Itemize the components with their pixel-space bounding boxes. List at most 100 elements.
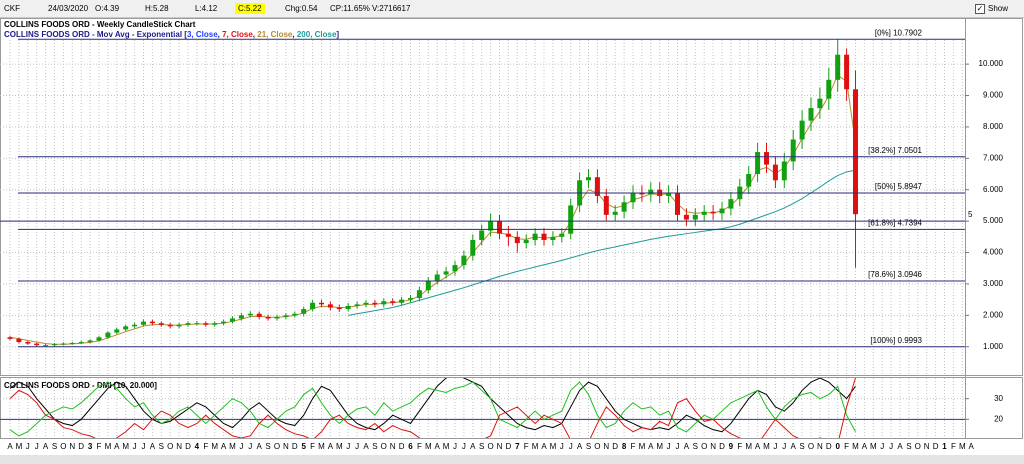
x-tick-label: A <box>43 442 49 451</box>
candle-body <box>238 315 244 319</box>
scrollbar[interactable] <box>0 455 1024 464</box>
x-tick-label: M <box>16 442 23 451</box>
x-tick-label: J <box>355 442 359 451</box>
x-tick-label: S <box>906 442 911 451</box>
candle-body <box>701 211 707 215</box>
x-tick-label: M <box>122 442 129 451</box>
candle-body <box>408 298 413 300</box>
x-tick-label: J <box>26 442 30 451</box>
x-tick-label: J <box>142 442 146 451</box>
x-tick-label: S <box>693 442 698 451</box>
y-tick-label: 9.000 <box>983 91 1004 100</box>
candle-body <box>78 342 84 344</box>
x-tick-label: O <box>167 442 173 451</box>
x-tick-label: F <box>97 442 102 451</box>
candle-body <box>256 313 262 317</box>
x-tick-label: O <box>701 442 707 451</box>
x-tick-label: M <box>656 442 663 451</box>
x-tick-label: D <box>185 442 191 451</box>
x-tick-label: 5 <box>301 442 306 451</box>
x-tick-label: D <box>399 442 405 451</box>
x-tick-label: J <box>773 442 777 451</box>
x-tick-label: N <box>924 442 930 451</box>
x-tick-label: D <box>933 442 939 451</box>
x-tick-label: N <box>710 442 716 451</box>
x-tick-label: D <box>506 442 512 451</box>
x-tick-label: M <box>852 442 859 451</box>
candle-body <box>123 326 129 330</box>
candle-body <box>105 332 111 338</box>
candle-body <box>559 233 565 237</box>
candle-body <box>7 337 13 339</box>
candle-body <box>461 255 467 266</box>
x-tick-label: A <box>684 442 690 451</box>
candle-body <box>399 299 405 303</box>
candle-body <box>710 211 716 214</box>
y-tick-label: 7.000 <box>983 153 1004 162</box>
candle-body <box>149 321 155 324</box>
candle-body <box>755 152 761 175</box>
main-plot <box>0 39 965 375</box>
x-tick-label: S <box>52 442 57 451</box>
candle-body <box>817 98 823 109</box>
x-tick-label: O <box>274 442 280 451</box>
candle-body <box>354 304 360 306</box>
candle-body <box>434 274 440 281</box>
change-pct: CP:11.65% <box>330 4 370 13</box>
series-line <box>348 169 856 316</box>
candle-body <box>194 323 200 325</box>
candle-body <box>452 265 458 272</box>
x-tick-label: M <box>318 442 325 451</box>
candle-body <box>114 329 120 333</box>
symbol: CKF <box>4 4 20 13</box>
candle-body <box>621 202 627 212</box>
fib-label: [61.8%] 4.7394 <box>868 218 922 227</box>
x-tick-label: 6 <box>408 442 413 451</box>
legend-part: , <box>292 30 296 39</box>
candle-body <box>683 214 689 220</box>
legend-part: 3, Close <box>187 30 218 39</box>
chart: COLLINS FOODS ORD - Weekly CandleStick C… <box>0 18 1024 464</box>
x-tick-label: A <box>969 442 975 451</box>
x-tick-label: 9 <box>729 442 734 451</box>
x-tick-label: M <box>229 442 236 451</box>
x-tick-label: S <box>479 442 484 451</box>
main-panel <box>0 18 1023 376</box>
candle-body <box>853 89 858 215</box>
candle-body <box>87 340 93 343</box>
x-tick-label: F <box>631 442 636 451</box>
x-tick-label: A <box>150 442 156 451</box>
high: H:5.28 <box>145 4 169 13</box>
candle-body <box>675 192 680 215</box>
x-tick-label: O <box>915 442 921 451</box>
candle-body <box>514 236 520 244</box>
candle-body <box>96 337 102 341</box>
candle-body <box>372 302 378 305</box>
candle-body <box>746 174 752 187</box>
x-tick-label: A <box>897 442 903 451</box>
legend-part: , <box>253 30 257 39</box>
x-tick-label: A <box>541 442 547 451</box>
x-tick-label: M <box>211 442 218 451</box>
x-tick-label: J <box>560 442 564 451</box>
x-tick-label: M <box>105 442 112 451</box>
x-tick-label: D <box>719 442 725 451</box>
x-tick-label: M <box>443 442 450 451</box>
y-tick-label: 6.000 <box>983 185 1004 194</box>
close: C:5.22 <box>235 3 265 14</box>
show-last-checkbox[interactable]: ✓ <box>975 4 985 14</box>
x-tick-label: 0 <box>835 442 840 451</box>
candle-body <box>497 221 502 234</box>
candle-body <box>835 54 841 80</box>
x-tick-label: F <box>951 442 956 451</box>
y-tick-label: 3.000 <box>983 279 1004 288</box>
y-tick-label: 2.000 <box>983 310 1004 319</box>
candle-body <box>52 344 57 346</box>
x-tick-label: F <box>417 442 422 451</box>
candle-body <box>523 239 529 244</box>
x-tick-label: F <box>524 442 529 451</box>
x-tick-label: S <box>372 442 377 451</box>
candle-body <box>141 321 146 325</box>
x-tick-label: N <box>69 442 75 451</box>
x-tick-label: 3 <box>88 442 93 451</box>
